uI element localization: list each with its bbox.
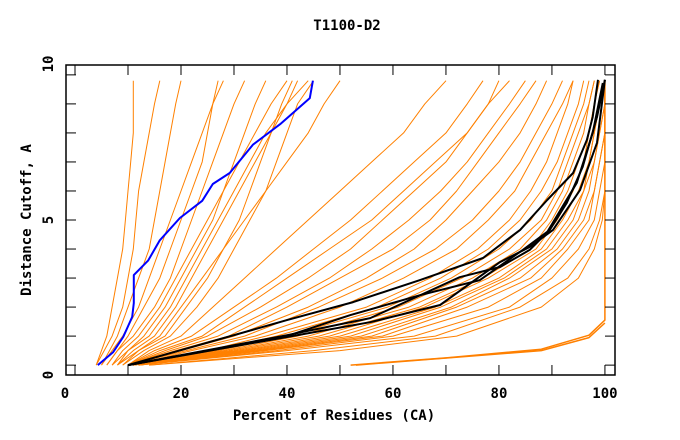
model-curve — [111, 80, 288, 366]
model-curve — [133, 80, 595, 366]
y-tick-label: 10 — [41, 56, 57, 73]
model-curve — [127, 80, 563, 366]
model-curve — [95, 80, 161, 366]
y-tick-label: 5 — [41, 216, 57, 224]
model-curve — [111, 80, 267, 366]
model-curve — [350, 80, 606, 366]
model-curve — [127, 80, 590, 366]
x-tick-label: 20 — [173, 386, 190, 402]
x-axis-label: Percent of Residues (CA) — [233, 408, 435, 424]
model-curve — [106, 80, 246, 366]
highlighted-model-curve — [127, 79, 606, 367]
reference-model-curve — [97, 80, 314, 366]
x-tick-label: 100 — [592, 386, 617, 402]
x-tick-label: 40 — [279, 386, 296, 402]
highlighted-model-curve — [127, 79, 606, 367]
x-tick-label: 60 — [385, 386, 402, 402]
model-curve — [133, 80, 595, 366]
model-curve — [149, 80, 606, 366]
model-curve — [101, 80, 182, 366]
y-tick-label: 0 — [41, 371, 57, 379]
model-curve — [138, 80, 606, 366]
x-tick-label: 80 — [491, 386, 508, 402]
chart-title: T1100-D2 — [313, 18, 380, 34]
axes-layer: 0 20 40 60 80 100 0 5 10 — [41, 56, 618, 402]
model-curve — [106, 80, 219, 366]
model-curve — [127, 80, 484, 366]
y-axis-label: Distance Cutoff, A — [19, 144, 35, 296]
model-curve — [127, 80, 574, 366]
model-curve — [122, 80, 314, 366]
model-curve — [138, 80, 606, 366]
model-curve — [127, 80, 447, 366]
model-curve — [117, 80, 341, 366]
model-curve — [133, 80, 574, 366]
model-curve — [116, 80, 299, 366]
plot-frame — [65, 64, 616, 376]
x-tick-label: 0 — [61, 386, 69, 402]
model-curve — [149, 80, 606, 366]
model-curve — [127, 80, 510, 366]
model-curve — [101, 80, 224, 366]
model-curve — [95, 80, 134, 366]
model-curve — [127, 80, 526, 366]
model-curve — [122, 80, 293, 366]
highlighted-model-curve — [127, 79, 599, 367]
model-curve — [355, 322, 606, 366]
curves-layer — [95, 79, 606, 367]
